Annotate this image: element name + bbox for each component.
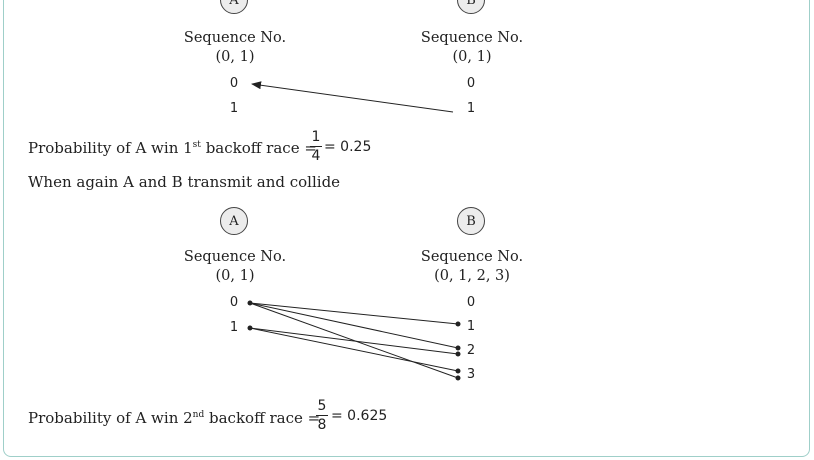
a-value-1-bottom: 1 — [229, 320, 239, 335]
probability-result-2: = 0.625 — [331, 408, 388, 424]
probability-result-1: = 0.25 — [324, 139, 372, 155]
edge-a0-b2 — [249, 302, 459, 349]
sequence-range: (0, 1, 2, 3) — [434, 268, 510, 284]
dot-b1 — [455, 321, 461, 327]
fraction-2: 5 8 — [316, 398, 328, 433]
fraction-1: 1 4 — [310, 129, 322, 164]
a-value-0-bottom: 0 — [229, 295, 239, 310]
sequence-range: (0, 1) — [215, 49, 255, 65]
b-value-2-bottom: 2 — [466, 343, 476, 358]
sequence-range: (0, 1) — [215, 268, 255, 284]
arrow-b1-to-a0 — [251, 81, 454, 113]
sequence-header-a-top: Sequence No. (0, 1) — [175, 29, 295, 67]
sequence-title: Sequence No. — [420, 249, 524, 265]
fraction-numerator: 5 — [317, 398, 327, 414]
dot-b2b — [455, 351, 461, 357]
fraction-numerator: 1 — [311, 129, 321, 145]
ordinal-suffix: st — [192, 140, 201, 150]
sequence-title: Sequence No. — [183, 30, 287, 46]
edge-a1-b3 — [249, 327, 459, 372]
sequence-header-a-bottom: Sequence No. (0, 1) — [175, 248, 295, 286]
prob-suffix: backoff race = — [200, 139, 317, 157]
dot-b3b — [455, 375, 461, 381]
node-a-bottom: A — [220, 207, 248, 235]
b-value-0-top: 0 — [466, 76, 476, 91]
prob-prefix: Probability of A win 2 — [28, 409, 193, 427]
node-b-label: B — [466, 213, 476, 229]
b-value-1-top: 1 — [466, 101, 476, 116]
a-value-0-top: 0 — [229, 76, 239, 91]
edge-a1-b2 — [249, 327, 459, 355]
transition-text: When again A and B transmit and collide — [28, 173, 341, 191]
sequence-header-b-top: Sequence No. (0, 1) — [412, 29, 532, 67]
sequence-range: (0, 1) — [452, 49, 492, 65]
prob-suffix: backoff race = — [204, 409, 321, 427]
dot-b2a — [455, 345, 461, 351]
node-b-bottom: B — [457, 207, 485, 235]
node-b-label: B — [466, 0, 476, 8]
b-value-0-bottom: 0 — [466, 295, 476, 310]
dot-b3a — [455, 368, 461, 374]
content-frame — [3, 0, 810, 457]
node-a-label: A — [229, 213, 239, 229]
a-value-1-top: 1 — [229, 101, 239, 116]
ordinal-suffix: nd — [192, 410, 205, 420]
sequence-header-b-bottom: Sequence No. (0, 1, 2, 3) — [412, 248, 532, 286]
b-value-3-bottom: 3 — [466, 367, 476, 382]
dot-a0 — [247, 300, 253, 306]
sequence-title: Sequence No. — [183, 249, 287, 265]
probability-line-1: Probability of A win 1st backoff race = — [28, 139, 317, 157]
edge-a0-b1 — [249, 302, 459, 325]
node-a-label: A — [229, 0, 239, 8]
dot-a1 — [247, 325, 253, 331]
fraction-denominator: 4 — [311, 148, 321, 164]
fraction-denominator: 8 — [317, 417, 327, 433]
b-value-1-bottom: 1 — [466, 319, 476, 334]
probability-line-2: Probability of A win 2nd backoff race = — [28, 409, 320, 427]
prob-prefix: Probability of A win 1 — [28, 139, 193, 157]
sequence-title: Sequence No. — [420, 30, 524, 46]
